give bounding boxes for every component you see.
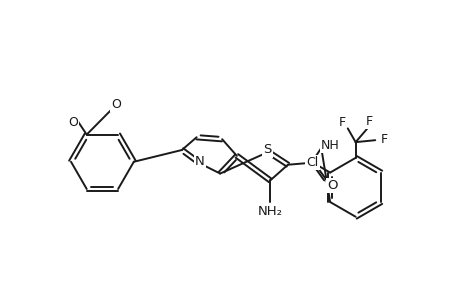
Text: N: N <box>194 155 204 168</box>
Text: S: S <box>263 143 271 157</box>
Text: O: O <box>326 179 336 192</box>
Text: O: O <box>111 98 121 111</box>
Text: NH: NH <box>320 139 339 152</box>
Text: Cl: Cl <box>306 156 318 169</box>
Text: F: F <box>380 133 387 146</box>
Text: F: F <box>365 115 372 128</box>
Text: F: F <box>337 116 345 129</box>
Text: O: O <box>68 116 78 129</box>
Text: NH₂: NH₂ <box>257 205 282 218</box>
